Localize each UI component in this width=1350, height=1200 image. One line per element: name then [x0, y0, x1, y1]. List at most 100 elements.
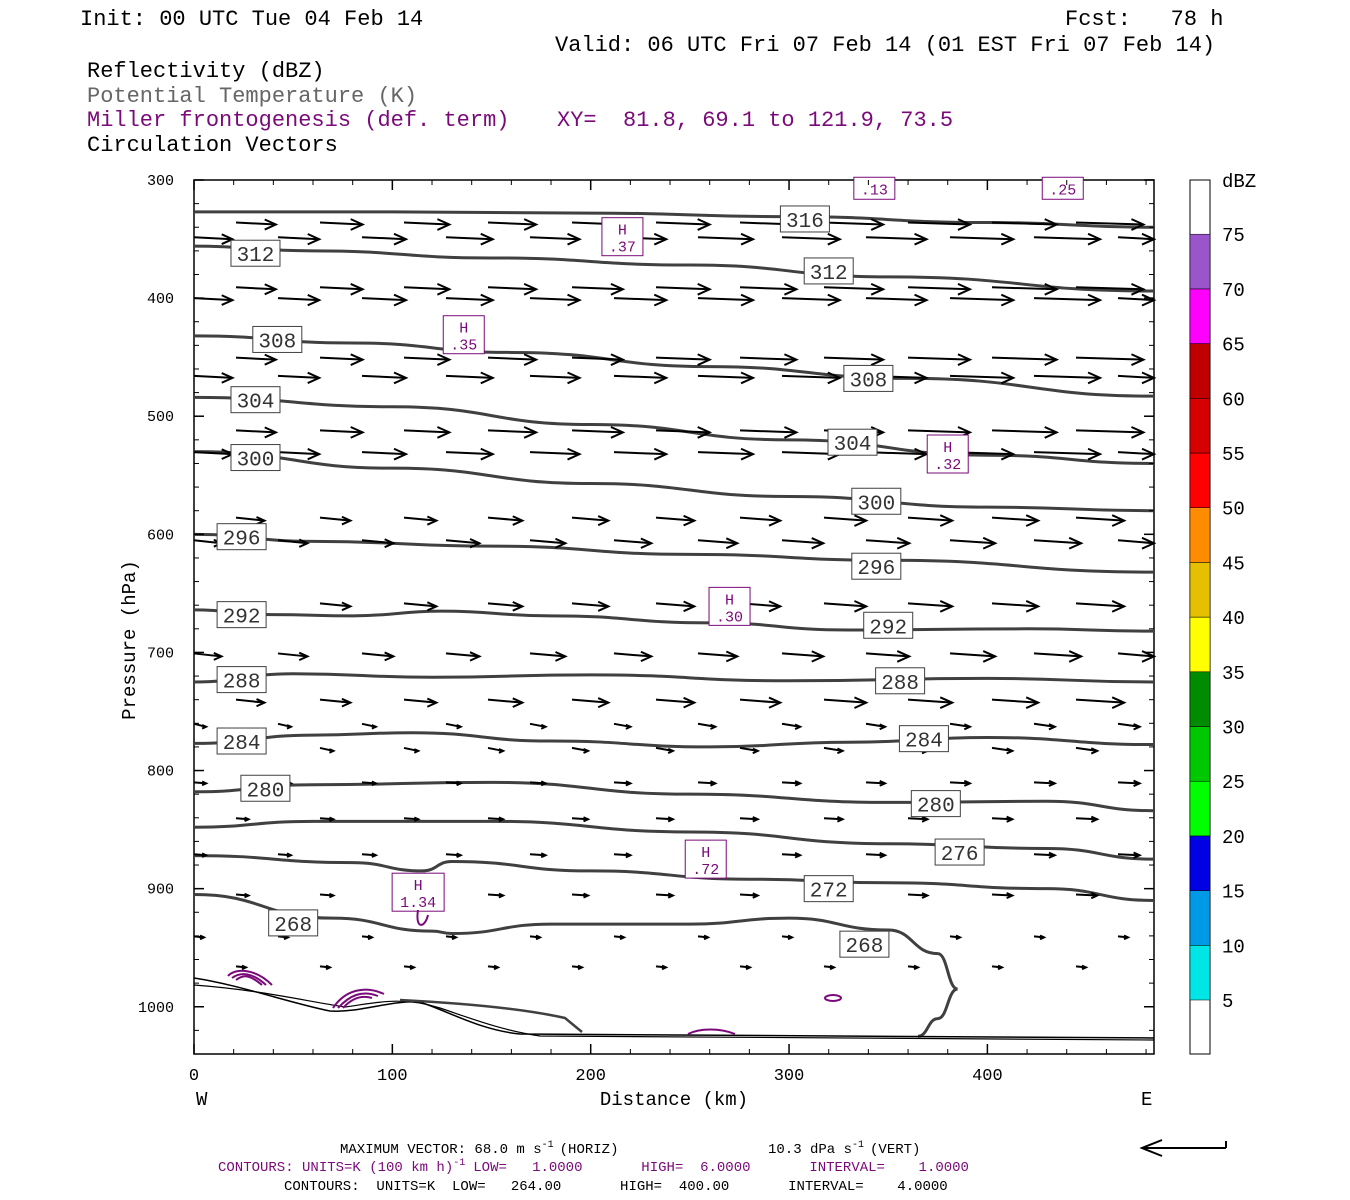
vector-5-362-head: [393, 371, 409, 385]
vector-8-572-head: [597, 515, 611, 527]
vector-12-1076-head: [1111, 696, 1127, 709]
vector-0-908-head: [957, 218, 973, 231]
x-axis-label: Distance (km): [600, 1089, 748, 1111]
vector-16-572-head: [583, 816, 591, 823]
vector-3-782: [781, 297, 840, 302]
vector-16-1076-head: [1090, 815, 1100, 823]
vector-20-320-head: [325, 964, 333, 971]
vector-7-614-head: [653, 447, 669, 461]
vector-13-362-head: [371, 724, 379, 730]
vector-9-950-head: [982, 536, 998, 550]
vector-18-908: [907, 893, 928, 897]
vector-20-908-head: [913, 964, 921, 971]
vector-14-824-head: [836, 747, 846, 755]
isentrope-label2-5-box: [851, 552, 902, 580]
vector-15-1118-head: [1133, 779, 1143, 787]
vector-18-740-head: [752, 892, 761, 899]
vector-8-320-head: [341, 515, 353, 526]
fronto-max-value-1: .35: [450, 338, 477, 355]
isentrope-label-2: 308: [258, 331, 296, 354]
isentrope-312-1: [193, 244, 1155, 293]
vector-4-1076: [1075, 356, 1144, 361]
fronto-max-label-5: H: [414, 878, 423, 895]
vector-5-1118: [1117, 374, 1155, 379]
vector-2-740: [739, 286, 797, 291]
isentrope-label2-9-box: [910, 790, 961, 818]
vector-16-656: [655, 817, 673, 821]
vector-2-1076: [1075, 286, 1144, 291]
vector-6-992-head: [1044, 426, 1060, 439]
x-axis: 0 100 200 300 400: [189, 180, 1147, 1086]
forecast-hour: Fcst: 78 h: [1065, 7, 1223, 32]
vector-11-194-head: [213, 652, 224, 661]
vector-3-866: [865, 297, 927, 302]
vector-8-236-head: [256, 516, 267, 526]
fronto-max-value-4: .72: [692, 862, 719, 879]
vector-0-320: [319, 221, 363, 226]
vector-3-446-head: [480, 293, 496, 307]
vector-9-782: [781, 539, 824, 545]
fronto-max-box-4: [684, 839, 727, 879]
vector-20-404-head: [409, 964, 417, 971]
vector-7-950-head: [1000, 447, 1016, 461]
vector-16-992: [991, 817, 1013, 821]
vector-15-782: [781, 781, 801, 785]
vector-19-1034-head: [1039, 934, 1047, 941]
plot-frame: [193, 179, 1155, 1055]
vector-3-614-head: [653, 293, 669, 307]
fronto-max-label-0: H: [618, 223, 627, 240]
vector-5-194: [193, 374, 233, 379]
vector-7-1034-head: [1087, 447, 1103, 461]
vector-11-278: [277, 652, 308, 658]
vector-16-1076: [1075, 817, 1098, 821]
vector-5-1034-head: [1087, 371, 1103, 385]
vector-19-698-head: [703, 934, 711, 941]
vector-17-278-head: [286, 852, 294, 858]
fronto-blobs: [227, 909, 842, 1035]
vector-4-908-head: [957, 353, 973, 366]
vector-10-320-head: [341, 601, 353, 612]
vector-20-1076-head: [1081, 964, 1089, 971]
vector-9-446-head: [469, 538, 482, 549]
isentrope-label2-3: 304: [834, 434, 872, 457]
vector-2-656-head: [697, 282, 713, 296]
y-tick-label-600: 600: [147, 527, 174, 544]
vector-14-404-head: [413, 748, 421, 754]
vector-6-572-head: [610, 426, 626, 439]
vector-0-236: [235, 221, 276, 226]
vector-0-656: [655, 221, 710, 226]
vector-6-908: [907, 429, 970, 434]
vector-4-488-head: [523, 353, 539, 366]
reference-vector-icon: [1139, 1139, 1227, 1157]
vector-15-446-head: [456, 780, 464, 787]
vector-17-1034-head: [1048, 851, 1058, 859]
footer-contours-fronto-range: LOW= 1.0000 HIGH= 6.0000 INTERVAL= 1.000…: [473, 1160, 969, 1176]
fronto-max-box-2: [926, 434, 969, 474]
vector-8-1076: [1075, 516, 1125, 522]
vector-18-656-head: [667, 892, 676, 899]
vector-3-530: [529, 297, 580, 302]
isentrope-label2-4-box: [851, 487, 902, 515]
y-tick-label-700: 700: [147, 645, 174, 662]
vector-19-950-head: [955, 934, 963, 941]
fronto-max-box-5: [391, 872, 445, 912]
vector-6-1076: [1075, 429, 1144, 434]
isentrope-label-11-box: [803, 875, 854, 903]
isentrope-300-4: [193, 450, 1155, 513]
vector-5-530: [529, 374, 580, 379]
vector-0-488: [487, 221, 537, 226]
isentrope-label-6-box: [216, 601, 267, 629]
vector-8-404-head: [426, 515, 439, 526]
vector-12-488: [487, 698, 523, 704]
vector-2-404: [403, 286, 450, 291]
vector-5-194-head: [221, 372, 235, 384]
isentrope-label2-7-box: [875, 667, 926, 695]
vector-10-992-head: [1025, 600, 1041, 613]
vector-8-488-head: [512, 515, 525, 526]
vector-9-698: [697, 539, 738, 545]
vector-1-362: [361, 236, 407, 241]
vector-8-656-head: [683, 514, 697, 527]
vector-1-1118: [1117, 236, 1155, 241]
vector-2-572-head: [610, 282, 626, 296]
vector-11-614: [613, 652, 652, 658]
